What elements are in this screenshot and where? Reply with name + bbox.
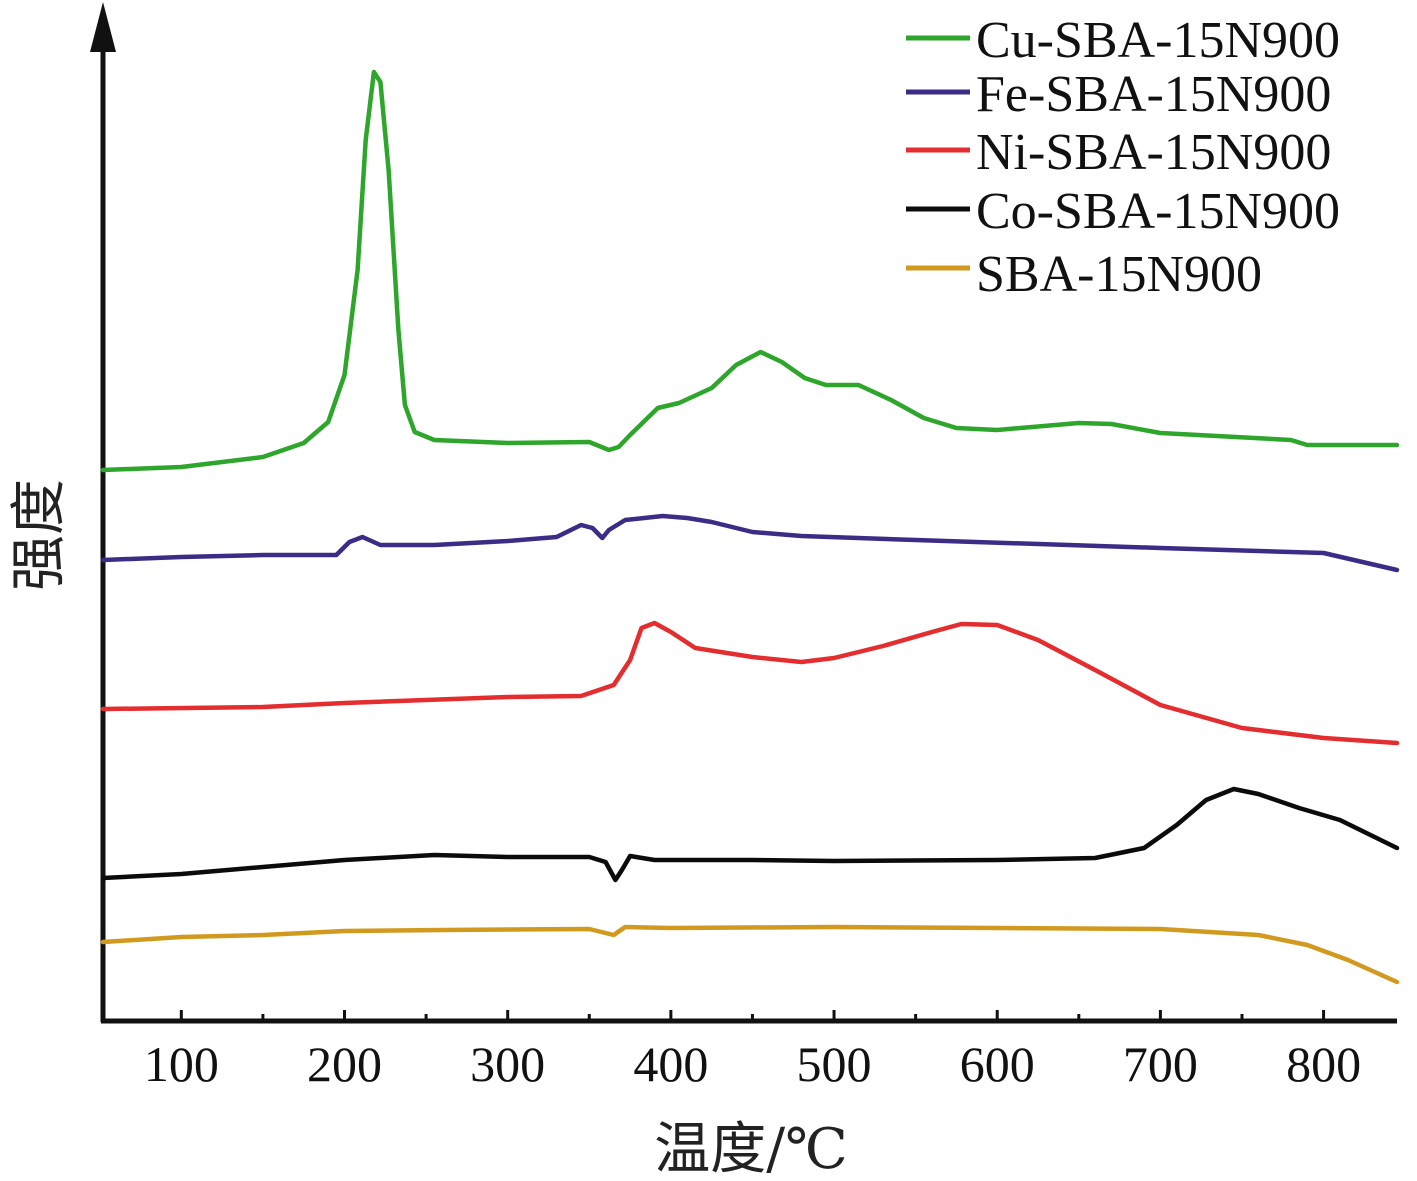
legend-label: SBA-15N900 [976,246,1262,303]
legend-item: Fe-SBA-15N900 [906,66,1331,123]
x-tick-label: 700 [1123,1036,1198,1092]
legend-label: Fe-SBA-15N900 [976,66,1331,123]
legend-label: Ni-SBA-15N900 [976,124,1331,181]
series-line [100,924,1400,985]
series-line [100,513,1400,573]
series-line [100,69,1400,473]
axes [100,24,1397,1024]
x-tick-label: 100 [144,1036,219,1092]
legend-item: Ni-SBA-15N900 [906,124,1331,181]
series-layer [100,69,1400,985]
y-axis-title: 强度 [7,479,72,591]
series-line [100,786,1400,883]
series-line [100,620,1400,746]
x-tick-label: 400 [633,1036,708,1092]
legend-item: Cu-SBA-15N900 [906,12,1340,69]
legend-item: Co-SBA-15N900 [906,183,1340,240]
x-tick-label: 300 [470,1036,545,1092]
x-ticks: 100 200 300 400 500 600 700 800 [144,1010,1361,1092]
legend-label: Co-SBA-15N900 [976,183,1340,240]
x-tick-label: 800 [1286,1036,1361,1092]
legend-item: SBA-15N900 [906,246,1262,303]
legend: Cu-SBA-15N900 Fe-SBA-15N900 Ni-SBA-15N90… [906,12,1340,303]
y-axis-arrow [90,2,116,52]
x-tick-label: 600 [960,1036,1035,1092]
x-axis-title: 温度/℃ [654,1117,848,1181]
legend-label: Cu-SBA-15N900 [976,12,1340,69]
x-tick-label: 200 [307,1036,382,1092]
x-tick-label: 500 [797,1036,872,1092]
